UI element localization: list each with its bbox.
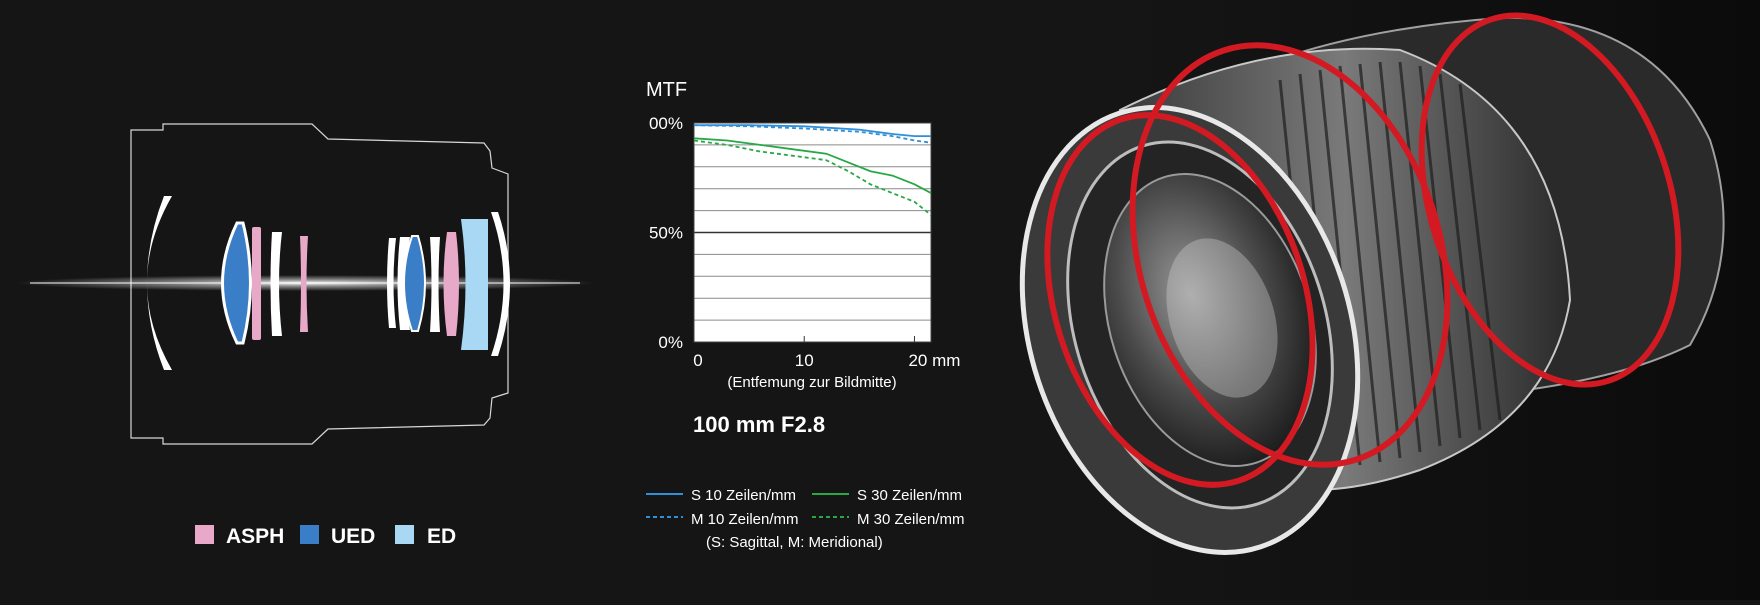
lens-element-white-2 [387, 238, 396, 328]
lens-element-white-1 [270, 232, 282, 336]
weather-seal-rings [1044, 12, 1682, 488]
chart-subtitle: 100 mm F2.8 [693, 412, 825, 437]
y-tick-label: 0% [658, 333, 683, 352]
lens-element-ed [461, 219, 488, 350]
x-tick-label: 0 [693, 351, 702, 370]
lens-element-ued-1 [221, 221, 252, 345]
lens-element-asph-1 [252, 227, 261, 340]
series-legend: S 10 Zeilen/mm S 30 Zeilen/mm M 10 Zeile… [646, 487, 965, 551]
series-line-3 [693, 139, 932, 216]
seal-ring-mount [1418, 12, 1682, 388]
y-tick-label: 00% [649, 114, 683, 133]
seal-ring-focus [1129, 42, 1451, 468]
series-line-2 [693, 137, 932, 194]
plot-frame [693, 122, 932, 343]
seal-ring-front [1044, 112, 1316, 488]
chart-title: MTF [646, 79, 687, 101]
legend-label-ued: UED [331, 525, 375, 548]
legend-label-m30: M 30 Zeilen/mm [857, 511, 965, 528]
y-axis-ticks: 0% 50% 00% [649, 114, 683, 352]
legend-label-asph: ASPH [226, 525, 284, 548]
glass-highlight [1166, 238, 1278, 398]
legend-label-ed: ED [427, 525, 456, 548]
x-tick-label: 20 mm [908, 351, 960, 370]
legend-label-s30: S 30 Zeilen/mm [857, 487, 962, 504]
legend-label-s10: S 10 Zeilen/mm [691, 487, 796, 504]
lens-element-ued-2 [403, 235, 426, 332]
lens-product-image [1019, 12, 1725, 555]
lens-element-front-meniscus [147, 196, 172, 370]
lens-element-asph-2 [300, 236, 308, 332]
lens-element-asph-3 [443, 232, 459, 336]
legend-note: (S: Sagittal, M: Meridional) [706, 534, 883, 551]
x-tick-label: 10 [795, 351, 814, 370]
legend-swatch-asph [195, 525, 214, 544]
lens-barrel-outline [130, 123, 509, 445]
legend-swatch-ued [300, 525, 319, 544]
series-line-0 [694, 124, 931, 137]
legend-label-m10: M 10 Zeilen/mm [691, 511, 799, 528]
lens-element-white-4 [430, 237, 440, 332]
gridlines [693, 122, 932, 343]
x-axis-ticks: 0 10 20 mm [693, 351, 960, 370]
lens-legend: ASPH UED ED [195, 525, 456, 548]
legend-swatch-ed [395, 525, 414, 544]
y-tick-label: 50% [649, 224, 683, 243]
x-axis-label: (Entfemung zur Bildmitte) [727, 374, 896, 391]
lens-diagram [15, 123, 595, 445]
lens-element-rear-meniscus [491, 212, 510, 356]
series-layer [693, 124, 932, 216]
mtf-chart: MTF 0% 50% 00% 0 10 20 mm (Entfemung zur Bil… [646, 79, 965, 551]
